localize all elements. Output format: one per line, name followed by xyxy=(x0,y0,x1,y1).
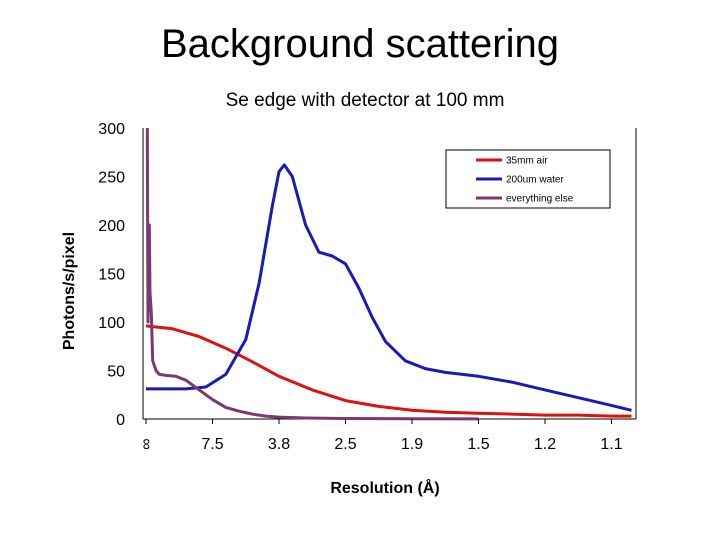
series-line-200um-water xyxy=(146,163,632,412)
x-axis-label: Resolution (Å) xyxy=(330,478,439,497)
y-tick-label: 50 xyxy=(107,364,125,381)
series-line-everything-else xyxy=(145,127,479,421)
slide-title: Background scattering xyxy=(160,22,559,66)
y-axis-label: Photons/s/pixel xyxy=(61,232,78,350)
y-tick-label: 150 xyxy=(98,267,125,284)
legend-label: 35mm air xyxy=(506,156,548,167)
x-tick-label: 1.2 xyxy=(534,436,556,453)
x-tick-label: 7.5 xyxy=(201,436,223,453)
x-tick-label: 3.8 xyxy=(268,436,290,453)
x-tick-label: 1.9 xyxy=(401,436,423,453)
legend-box xyxy=(445,149,611,209)
y-tick-label: 250 xyxy=(98,170,125,187)
legend-label: everything else xyxy=(506,194,574,205)
x-tick-label: 1.1 xyxy=(600,436,622,453)
x-tick-label: 1.5 xyxy=(467,436,489,453)
legend-label: 200um water xyxy=(506,175,564,186)
x-tick-label: 2.5 xyxy=(334,436,356,453)
y-tick-label: 0 xyxy=(116,412,125,429)
y-tick-label: 100 xyxy=(98,315,125,332)
y-tick-label: 200 xyxy=(98,218,125,235)
x-tick-label: ∞ xyxy=(138,438,155,449)
y-tick-label: 300 xyxy=(98,121,125,138)
series-line-35mm-air xyxy=(145,324,632,418)
chart-title: Se edge with detector at 100 mm xyxy=(226,90,505,111)
